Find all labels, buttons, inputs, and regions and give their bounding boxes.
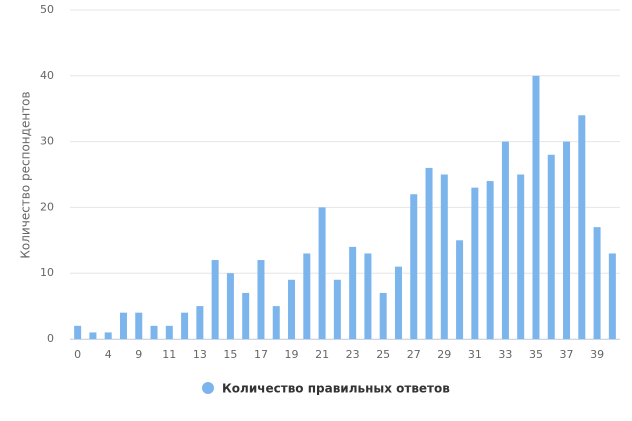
x-tick-label: 23	[346, 348, 360, 361]
y-tick-label: 20	[40, 200, 54, 213]
bar	[74, 325, 82, 339]
x-tick-label: 4	[105, 348, 112, 361]
x-tick-label: 35	[529, 348, 543, 361]
x-tick-label: 33	[498, 348, 512, 361]
bar	[89, 332, 97, 339]
bar	[119, 312, 127, 339]
bar	[425, 167, 433, 339]
bar	[501, 141, 509, 339]
y-tick-label: 30	[40, 135, 54, 148]
bar	[272, 306, 280, 339]
x-tick-label: 37	[560, 348, 574, 361]
bar	[104, 332, 112, 339]
x-tick-label: 25	[376, 348, 390, 361]
bar	[410, 194, 418, 339]
bar	[608, 253, 616, 339]
x-tick-label: 39	[590, 348, 604, 361]
bar	[486, 181, 494, 339]
y-axis-title: Количество респондентов	[19, 91, 33, 258]
y-tick-label: 50	[40, 3, 54, 16]
bar	[379, 292, 387, 339]
bar	[563, 141, 571, 339]
x-tick-label: 17	[254, 348, 268, 361]
bar	[165, 325, 173, 339]
legend-marker	[202, 382, 214, 394]
y-tick-label: 10	[40, 266, 54, 279]
bar	[288, 279, 296, 339]
bar	[532, 75, 540, 340]
bar	[211, 260, 219, 339]
bar	[578, 115, 586, 339]
bar	[440, 174, 448, 339]
bar	[318, 207, 326, 339]
x-tick-label: 21	[315, 348, 329, 361]
bar	[226, 273, 234, 339]
bar	[257, 260, 265, 339]
bar	[471, 187, 479, 339]
bar	[593, 227, 601, 339]
bar	[394, 266, 402, 339]
bar	[364, 253, 372, 339]
legend-label: Количество правильных ответов	[222, 382, 450, 396]
x-tick-label: 29	[437, 348, 451, 361]
x-tick-label: 31	[468, 348, 482, 361]
bar	[135, 312, 143, 339]
bar	[456, 240, 464, 339]
bar	[517, 174, 525, 339]
x-tick-label: 0	[74, 348, 81, 361]
bar	[196, 306, 204, 339]
y-tick-label: 0	[47, 332, 54, 345]
bar	[547, 154, 555, 339]
x-tick-label: 27	[407, 348, 421, 361]
x-tick-label: 13	[193, 348, 207, 361]
bar	[333, 279, 341, 339]
y-tick-label: 40	[40, 69, 54, 82]
x-tick-label: 11	[162, 348, 176, 361]
x-tick-label: 15	[223, 348, 237, 361]
bar	[242, 292, 250, 339]
bar	[150, 325, 158, 339]
bar	[303, 253, 311, 339]
bar	[349, 246, 357, 339]
x-tick-label: 19	[285, 348, 299, 361]
bar	[181, 312, 189, 339]
x-tick-label: 9	[135, 348, 142, 361]
